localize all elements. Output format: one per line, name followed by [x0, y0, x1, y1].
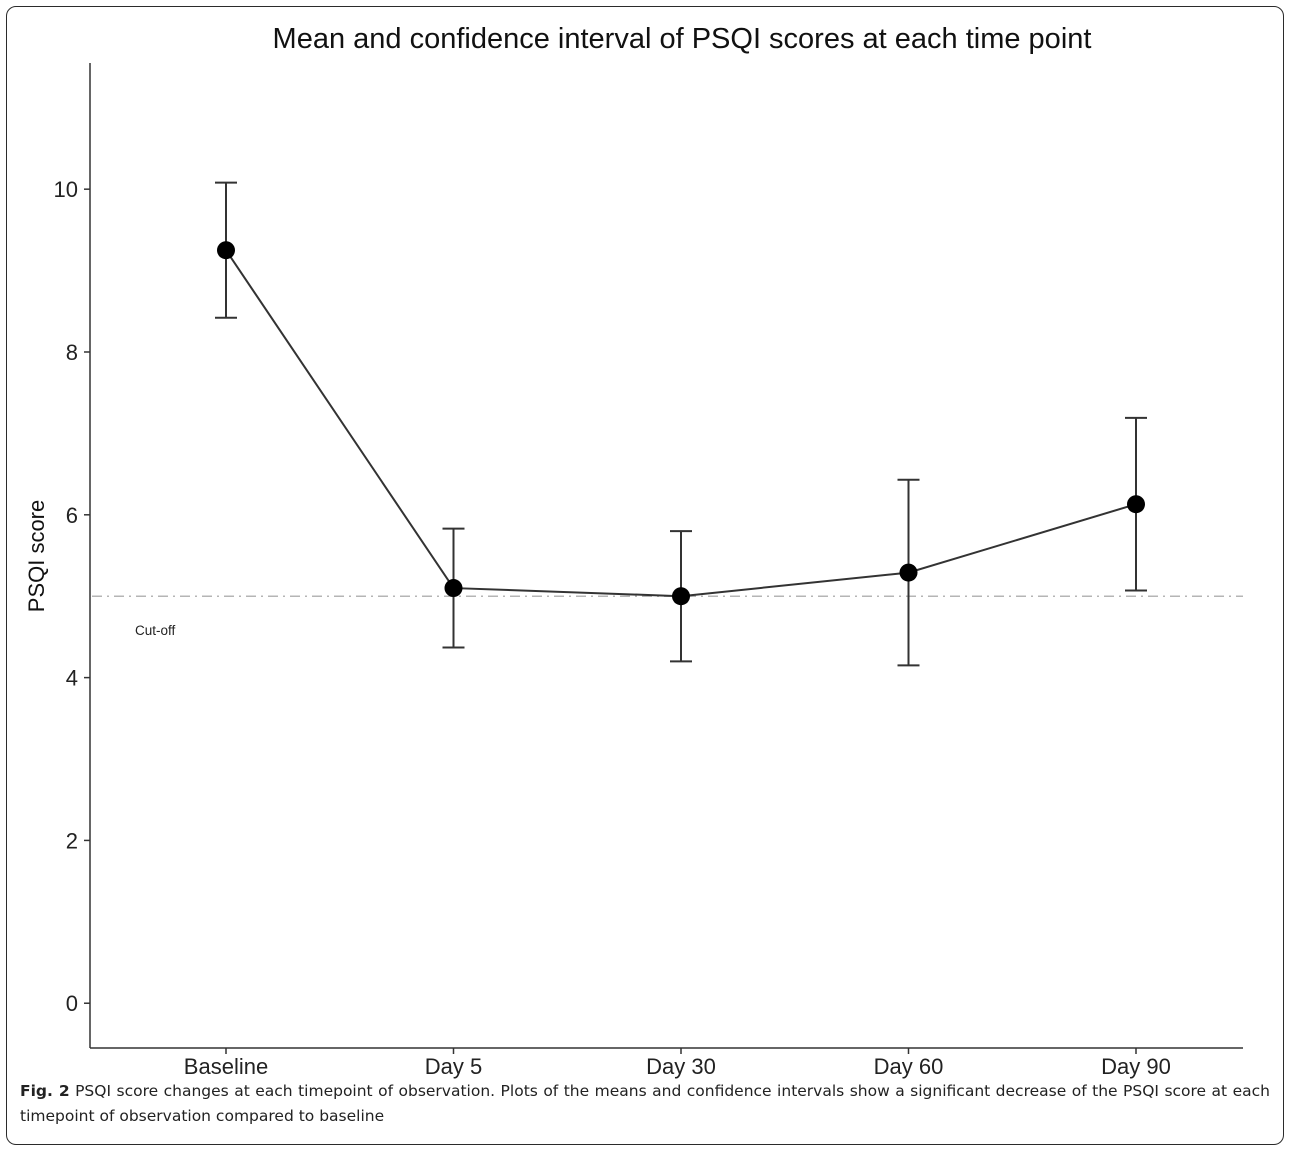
x-tick-label: Day 60 [874, 1054, 944, 1079]
figure-frame [6, 6, 1284, 1145]
x-tick-label: Day 5 [425, 1054, 482, 1079]
y-ticks: 0 2 4 6 8 10 [54, 177, 90, 1016]
y-tick-label: 2 [66, 828, 78, 853]
x-ticks: Baseline Day 5 Day 30 Day 60 Day 90 [184, 1048, 1171, 1079]
data-point [444, 579, 463, 598]
data-point [1127, 495, 1145, 514]
y-tick-label: 6 [66, 503, 78, 528]
x-tick-label: Day 30 [646, 1054, 716, 1079]
figure-caption: Fig. 2 PSQI score changes at each timepo… [20, 1079, 1270, 1129]
data-point [672, 587, 690, 606]
y-tick-label: 0 [66, 991, 78, 1016]
caption-label: Fig. 2 [20, 1082, 70, 1100]
series-psqi [215, 181, 1147, 667]
chart-title: Mean and confidence interval of PSQI sco… [273, 23, 1092, 55]
y-tick-label: 8 [66, 340, 78, 365]
cutoff-reference: Cut-off [92, 595, 1243, 638]
y-tick-label: 4 [66, 666, 78, 691]
data-point [899, 563, 918, 582]
x-tick-label: Day 90 [1101, 1054, 1171, 1079]
cutoff-label: Cut-off [135, 623, 176, 638]
data-point [217, 241, 235, 260]
y-axis-label: PSQI score [24, 500, 49, 612]
caption-text: PSQI score changes at each timepoint of … [20, 1082, 1270, 1125]
x-tick-label: Baseline [184, 1054, 268, 1079]
y-tick-label: 10 [54, 177, 78, 202]
